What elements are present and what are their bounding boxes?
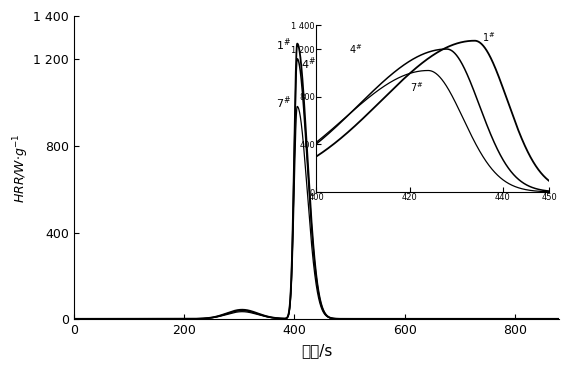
Text: $4^{\#}$: $4^{\#}$ [301,55,316,72]
Y-axis label: $HRR$/W$\cdot$g$^{-1}$: $HRR$/W$\cdot$g$^{-1}$ [11,133,31,203]
Text: $1^{\#}$: $1^{\#}$ [275,37,291,53]
X-axis label: 时间/s: 时间/s [301,343,332,358]
Text: $7^{\#}$: $7^{\#}$ [275,94,291,111]
